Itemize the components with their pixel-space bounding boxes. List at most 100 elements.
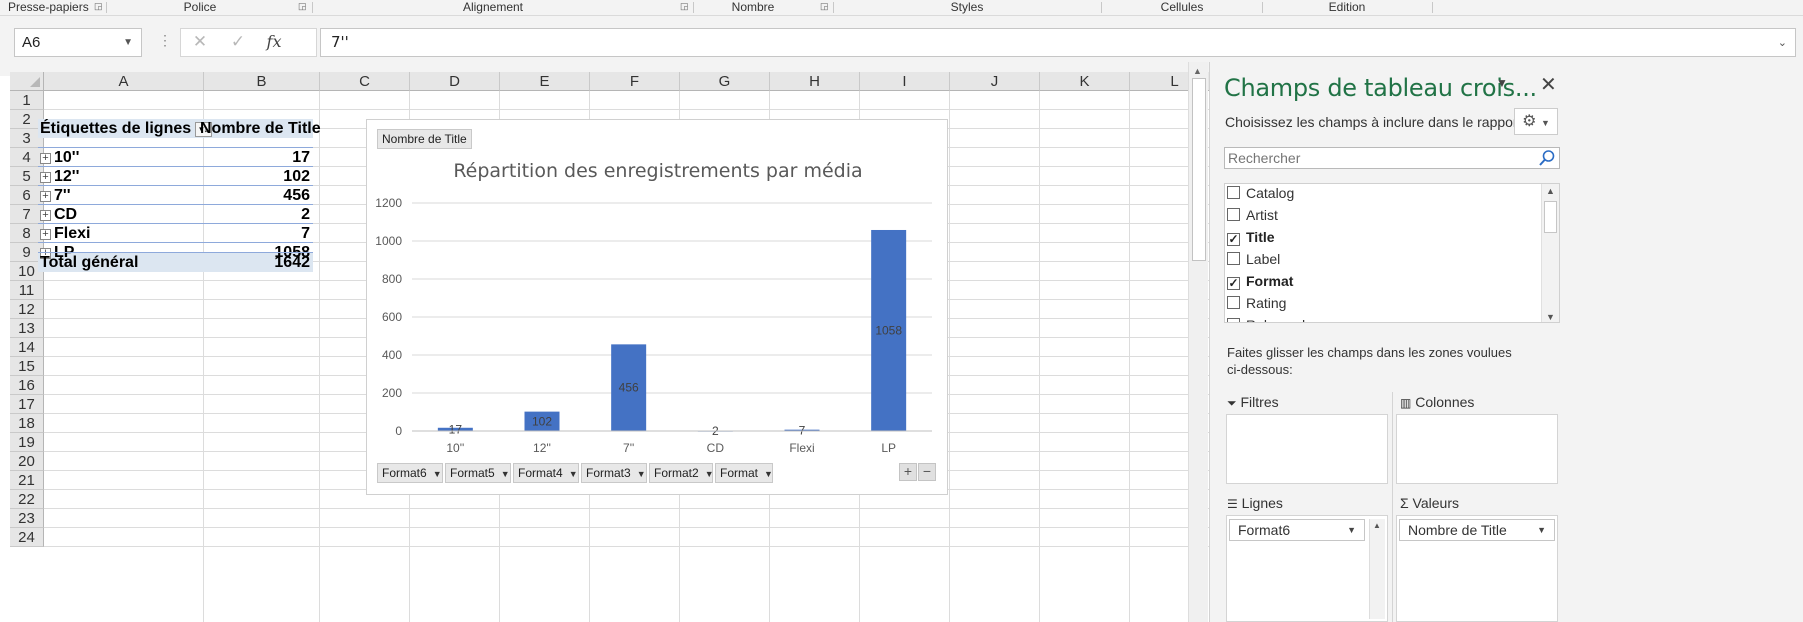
row-header-14[interactable]: 14 <box>10 338 44 357</box>
row-header-19[interactable]: 19 <box>10 433 44 452</box>
expand-field-button[interactable]: + <box>899 463 917 481</box>
chevron-down-icon[interactable]: ▼ <box>1347 525 1356 535</box>
rows-drop-zone[interactable]: Format6 ▼ ▲ <box>1226 515 1388 622</box>
row-header-8[interactable]: 8 <box>10 224 44 243</box>
row-header-4[interactable]: 4 <box>10 148 44 167</box>
pivot-row-label[interactable]: +10'' <box>40 148 79 169</box>
scroll-down-icon[interactable]: ▼ <box>1546 312 1555 322</box>
pivot-row-label[interactable]: +7'' <box>40 186 71 207</box>
chart-axis-field-button[interactable]: Format6 ▼ <box>377 463 443 483</box>
row-header-17[interactable]: 17 <box>10 395 44 414</box>
gear-icon[interactable]: ⚙ ▼ <box>1514 108 1558 135</box>
expand-row-icon[interactable]: + <box>40 153 51 164</box>
row-header-10[interactable]: 10 <box>10 262 44 281</box>
scroll-up-icon[interactable]: ▲ <box>1373 521 1381 530</box>
column-header-h[interactable]: H <box>770 72 860 91</box>
row-header-7[interactable]: 7 <box>10 205 44 224</box>
scroll-up-icon[interactable]: ▲ <box>1546 186 1555 196</box>
row-header-6[interactable]: 6 <box>10 186 44 205</box>
row-header-5[interactable]: 5 <box>10 167 44 186</box>
pivot-row-label[interactable]: + Flexi <box>40 224 90 245</box>
column-header-b[interactable]: B <box>204 72 320 91</box>
chevron-down-icon[interactable]: ▼ <box>432 469 442 479</box>
clipboard-launcher-icon[interactable]: ◲ <box>94 1 103 11</box>
expand-row-icon[interactable]: + <box>40 191 51 202</box>
field-item-format[interactable]: ✓ Format <box>1227 270 1293 292</box>
alignment-launcher-icon[interactable]: ◲ <box>680 1 689 11</box>
field-item-title[interactable]: ✓ Title <box>1227 226 1275 248</box>
select-all-corner[interactable] <box>10 72 44 91</box>
checkbox-checked-icon[interactable]: ✓ <box>1227 276 1240 290</box>
chart-axis-field-button[interactable]: Format5 ▼ <box>445 463 511 483</box>
row-header-1[interactable]: 1 <box>10 91 44 110</box>
checkbox-icon[interactable] <box>1227 186 1240 199</box>
pivot-chart[interactable]: Nombre de Title Répartition des enregist… <box>366 119 948 495</box>
chart-axis-field-button[interactable]: Format ▼ <box>715 463 773 483</box>
row-header-23[interactable]: 23 <box>10 509 44 528</box>
field-item-catalog[interactable]: Catalog <box>1227 184 1294 204</box>
field-list-scrollbar[interactable]: ▲ ▼ <box>1541 184 1559 322</box>
field-item-released[interactable]: Released <box>1227 314 1305 322</box>
row-header-16[interactable]: 16 <box>10 376 44 395</box>
columns-drop-zone[interactable] <box>1396 414 1558 484</box>
insert-function-button[interactable]: fx <box>266 32 282 51</box>
expand-row-icon[interactable]: + <box>40 248 51 259</box>
row-header-18[interactable]: 18 <box>10 414 44 433</box>
row-header-15[interactable]: 15 <box>10 357 44 376</box>
expand-row-icon[interactable]: + <box>40 172 51 183</box>
chevron-down-icon[interactable]: ▼ <box>636 469 646 479</box>
row-header-20[interactable]: 20 <box>10 452 44 471</box>
expand-row-icon[interactable]: + <box>40 210 51 221</box>
pane-options-chevron-icon[interactable]: ▼ <box>1496 76 1508 90</box>
row-label-filter-icon[interactable]: ▾↓ <box>195 122 213 137</box>
column-header-f[interactable]: F <box>590 72 680 91</box>
chart-value-field-button[interactable]: Nombre de Title <box>377 129 472 149</box>
formula-input[interactable]: 7'' ⌄ <box>320 28 1796 57</box>
row-header-22[interactable]: 22 <box>10 490 44 509</box>
rows-zone-scrollbar[interactable]: ▲ <box>1369 519 1385 619</box>
number-launcher-icon[interactable]: ◲ <box>820 1 829 11</box>
expand-row-icon[interactable]: + <box>40 229 51 240</box>
confirm-formula-icon[interactable]: ✓ <box>230 32 246 51</box>
search-icon[interactable] <box>1538 149 1556 167</box>
field-item-rating[interactable]: Rating <box>1227 292 1286 314</box>
field-search-input[interactable] <box>1228 150 1528 166</box>
filters-drop-zone[interactable] <box>1226 414 1388 484</box>
cancel-formula-icon[interactable]: ✕ <box>192 32 208 51</box>
row-header-3[interactable]: 3 <box>10 129 44 148</box>
pivot-row-label[interactable]: +12'' <box>40 167 79 188</box>
column-header-j[interactable]: J <box>950 72 1040 91</box>
expand-formula-icon[interactable]: ⌄ <box>1777 36 1787 49</box>
checkbox-icon[interactable] <box>1227 252 1240 265</box>
row-header-12[interactable]: 12 <box>10 300 44 319</box>
close-pane-icon[interactable]: ✕ <box>1540 74 1557 96</box>
chart-axis-field-button[interactable]: Format2 ▼ <box>649 463 714 483</box>
column-header-a[interactable]: A <box>44 72 204 91</box>
chevron-down-icon[interactable]: ▼ <box>764 469 773 479</box>
checkbox-icon[interactable] <box>1227 296 1240 309</box>
row-header-13[interactable]: 13 <box>10 319 44 338</box>
column-header-e[interactable]: E <box>500 72 590 91</box>
chevron-down-icon[interactable]: ▼ <box>123 37 133 48</box>
scroll-up-icon[interactable]: ▲ <box>1193 66 1202 76</box>
values-drop-zone[interactable]: Nombre de Title ▼ <box>1396 515 1558 622</box>
row-header-11[interactable]: 11 <box>10 281 44 300</box>
chart-axis-field-button[interactable]: Format4 ▼ <box>513 463 579 483</box>
formula-bar-grip-icon[interactable]: ⋮ <box>158 32 172 48</box>
collapse-field-button[interactable]: − <box>918 463 936 481</box>
checkbox-checked-icon[interactable]: ✓ <box>1227 232 1240 246</box>
row-header-21[interactable]: 21 <box>10 471 44 490</box>
chevron-down-icon[interactable]: ▼ <box>500 469 510 479</box>
column-header-d[interactable]: D <box>410 72 500 91</box>
vertical-scrollbar[interactable]: ▲ <box>1188 62 1208 622</box>
chart-axis-field-button[interactable]: Format3 ▼ <box>581 463 647 483</box>
field-item-label[interactable]: Label <box>1227 248 1280 270</box>
column-header-k[interactable]: K <box>1040 72 1130 91</box>
field-item-artist[interactable]: Artist <box>1227 204 1278 226</box>
column-header-c[interactable]: C <box>320 72 410 91</box>
chevron-down-icon[interactable]: ▼ <box>704 469 714 479</box>
field-list-scroll-thumb[interactable] <box>1544 201 1557 233</box>
checkbox-icon[interactable] <box>1227 318 1240 322</box>
font-launcher-icon[interactable]: ◲ <box>298 1 307 11</box>
values-field-chip[interactable]: Nombre de Title ▼ <box>1399 519 1555 541</box>
